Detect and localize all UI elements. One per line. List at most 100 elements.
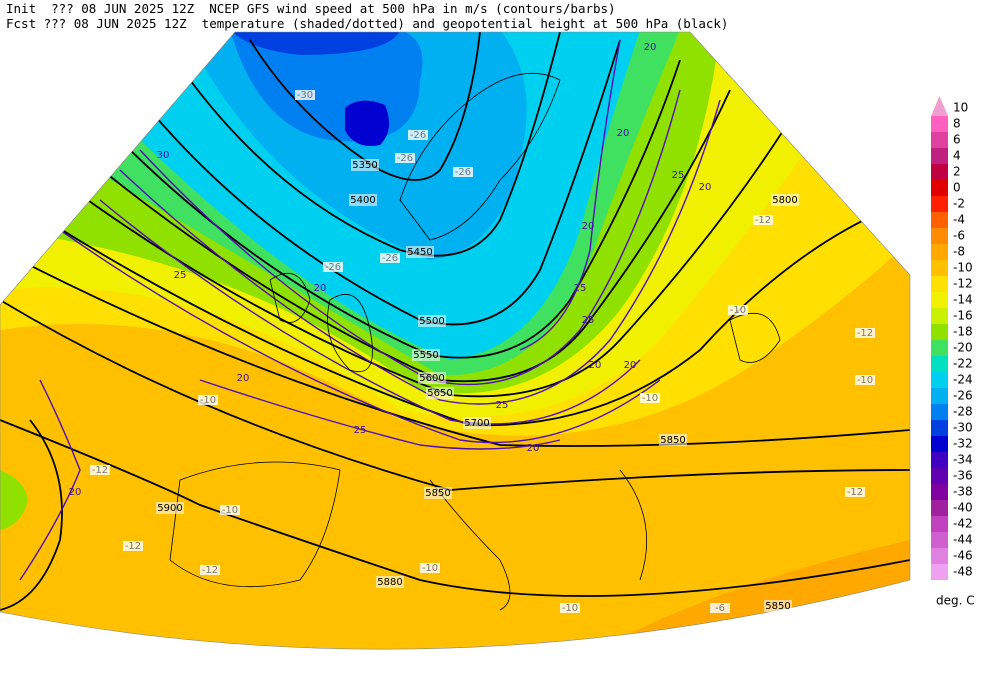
colorbar-box (931, 516, 948, 532)
colorbar-box (931, 468, 948, 484)
colorbar-label: -40 (953, 501, 973, 515)
colorbar-label: 4 (953, 149, 961, 163)
colorbar-label: -16 (953, 309, 973, 323)
colorbar-label: -32 (953, 437, 973, 451)
map-border (0, 31, 911, 650)
colorbar-box (931, 532, 948, 548)
wind-label: 25 (574, 283, 587, 294)
colorbar-box (931, 500, 948, 516)
colorbar-label: -18 (953, 325, 973, 339)
wind-label: 20 (624, 360, 637, 371)
colorbar-label: -42 (953, 517, 973, 531)
temp-label: -6 (715, 603, 725, 614)
label-box (90, 465, 110, 475)
temp-shade (345, 100, 389, 146)
height-label: 5900 (157, 503, 182, 514)
colorbar-label: 10 (953, 101, 968, 115)
colorbar-label: -8 (953, 245, 965, 259)
height-label: 5850 (660, 435, 685, 446)
height-label: 5400 (350, 195, 375, 206)
label-box (420, 563, 440, 573)
colorbar-box (931, 180, 948, 196)
label-box (418, 315, 446, 327)
temp-label: -26 (382, 253, 398, 264)
colorbar-unit: deg. C (936, 594, 975, 608)
colorbar-box (931, 292, 948, 308)
wind-label: 20 (237, 373, 250, 384)
colorbar-box (931, 404, 948, 420)
label-box (200, 565, 220, 575)
label-box (560, 603, 580, 613)
label-box (376, 576, 404, 588)
label-box (380, 253, 400, 263)
colorbar-label: -38 (953, 485, 973, 499)
temp-label: -30 (297, 90, 313, 101)
label-box (710, 603, 730, 613)
temp-label: -26 (397, 153, 413, 164)
coastlines (169, 72, 781, 611)
colorbar-box (931, 196, 948, 212)
wind-label: 20 (527, 443, 540, 454)
colorbar-label: -44 (953, 533, 973, 547)
colorbar: 10 8 6 4 2 0 -2 -4 -6 -8 -10 -12 -14 -16 -18 -20 -22 -24 -… (931, 96, 975, 608)
colorbar-label: -20 (953, 341, 973, 355)
height-label: 5450 (407, 247, 432, 258)
wind-label: 20 (582, 221, 595, 232)
temp-label: -26 (455, 167, 471, 178)
colorbar-label: -36 (953, 469, 973, 483)
header-line: Fcst ??? 08 JUN 2025 12Z temperature (sh… (6, 16, 728, 31)
temp-shade (0, 470, 28, 530)
wind-label: 25 (174, 270, 187, 281)
colorbar-box (931, 132, 948, 148)
colorbar-label: -6 (953, 229, 965, 243)
map-labels: 5350 5400 5450 5500 5550 5600 5650 5700 5800 5850… (69, 42, 875, 614)
wind-label: 20 (589, 360, 602, 371)
colorbar-label: -28 (953, 405, 973, 419)
wind-label: 30 (157, 150, 170, 161)
colorbar-label: 8 (953, 117, 961, 131)
colorbar-label: -10 (953, 261, 973, 275)
height-label: 5600 (419, 373, 444, 384)
colorbar-label: 2 (953, 165, 961, 179)
temp-label: -10 (857, 375, 873, 386)
label-box (728, 305, 748, 315)
colorbar-box (931, 436, 948, 452)
temp-label: -12 (92, 465, 108, 476)
wind-label: 20 (617, 128, 630, 139)
temp-label: -10 (200, 395, 216, 406)
colorbar-box (931, 148, 948, 164)
temp-label: -12 (125, 541, 141, 552)
temp-label: -12 (847, 487, 863, 498)
label-box (426, 387, 454, 399)
colorbar-label: -30 (953, 421, 973, 435)
height-label: 5800 (772, 195, 797, 206)
temp-label: -10 (222, 505, 238, 516)
label-box (771, 194, 799, 206)
height-label: 5350 (352, 160, 377, 171)
colorbar-label: 6 (953, 133, 961, 147)
colorbar-box (931, 564, 948, 580)
colorbar-box (931, 212, 948, 228)
label-box (855, 328, 875, 338)
temp-shade (230, 32, 400, 55)
colorbar-label: -22 (953, 357, 973, 371)
label-box (418, 372, 446, 384)
temp-label: -12 (857, 328, 873, 339)
colorbar-box (931, 452, 948, 468)
colorbar-label: -26 (953, 389, 973, 403)
colorbar-label: -48 (953, 565, 973, 579)
colorbar-label: -46 (953, 549, 973, 563)
height-label: 5650 (427, 388, 452, 399)
label-box (453, 167, 473, 177)
colorbar-box (931, 340, 948, 356)
wind-label: 20 (644, 42, 657, 53)
temp-label: -26 (325, 262, 341, 273)
temp-shade (520, 540, 910, 650)
colorbar-box (931, 276, 948, 292)
label-box (408, 130, 428, 140)
header-line: Init ??? 08 JUN 2025 12Z NCEP GFS wind s… (6, 1, 616, 16)
temp-label: -26 (410, 130, 426, 141)
wind-label: 25 (496, 400, 509, 411)
